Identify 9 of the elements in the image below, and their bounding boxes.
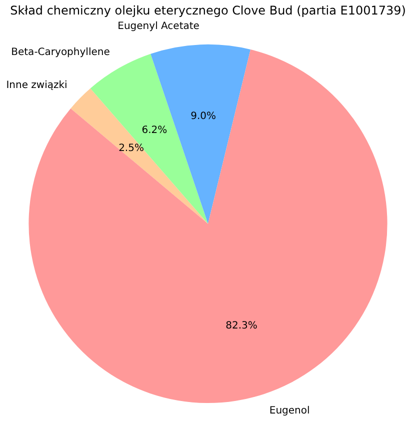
data-label: 9.0% [190, 110, 216, 122]
data-label: 2.5% [118, 142, 144, 154]
slice-label: Eugenyl Acetate [118, 21, 200, 32]
data-label: 82.3% [226, 320, 258, 332]
chart-title: Skład chemiczny olejku eterycznego Clove Bud (partia E1001739) [10, 3, 406, 18]
data-label: 6.2% [142, 124, 168, 136]
slice-label: Beta-Caryophyllene [11, 47, 110, 58]
slice-label: Eugenol [269, 406, 310, 417]
slice-label: Inne związki [6, 80, 68, 92]
